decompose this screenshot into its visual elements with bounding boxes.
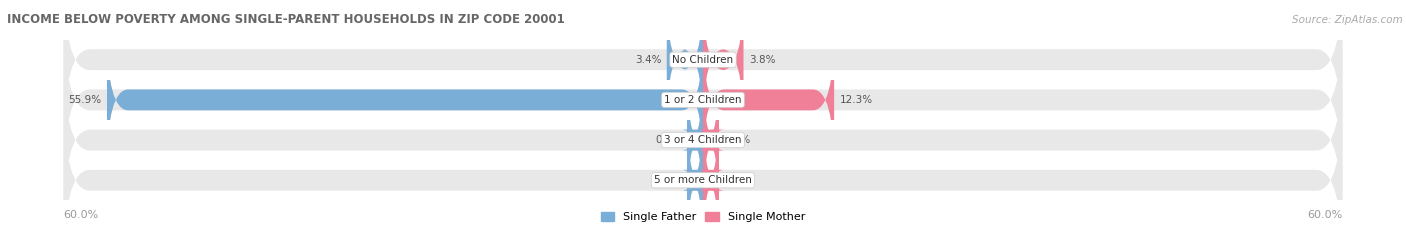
Text: 0.0%: 0.0% xyxy=(655,175,682,185)
FancyBboxPatch shape xyxy=(697,110,724,233)
FancyBboxPatch shape xyxy=(666,0,703,130)
FancyBboxPatch shape xyxy=(63,10,1343,190)
Text: Source: ZipAtlas.com: Source: ZipAtlas.com xyxy=(1292,15,1403,25)
Text: 0.0%: 0.0% xyxy=(724,175,751,185)
FancyBboxPatch shape xyxy=(703,30,834,170)
Text: 55.9%: 55.9% xyxy=(69,95,101,105)
Text: 60.0%: 60.0% xyxy=(63,210,98,220)
Text: 0.0%: 0.0% xyxy=(655,135,682,145)
Text: 5 or more Children: 5 or more Children xyxy=(654,175,752,185)
FancyBboxPatch shape xyxy=(682,70,709,210)
Legend: Single Father, Single Mother: Single Father, Single Mother xyxy=(596,208,810,227)
Text: 1 or 2 Children: 1 or 2 Children xyxy=(664,95,742,105)
Text: 60.0%: 60.0% xyxy=(1308,210,1343,220)
FancyBboxPatch shape xyxy=(682,110,709,233)
Text: 3.8%: 3.8% xyxy=(749,55,775,65)
Text: INCOME BELOW POVERTY AMONG SINGLE-PARENT HOUSEHOLDS IN ZIP CODE 20001: INCOME BELOW POVERTY AMONG SINGLE-PARENT… xyxy=(7,13,565,26)
Text: 3.4%: 3.4% xyxy=(636,55,661,65)
Text: 3 or 4 Children: 3 or 4 Children xyxy=(664,135,742,145)
Text: 12.3%: 12.3% xyxy=(839,95,873,105)
FancyBboxPatch shape xyxy=(703,0,744,130)
FancyBboxPatch shape xyxy=(63,90,1343,233)
Text: No Children: No Children xyxy=(672,55,734,65)
FancyBboxPatch shape xyxy=(63,50,1343,230)
FancyBboxPatch shape xyxy=(63,0,1343,150)
FancyBboxPatch shape xyxy=(697,70,724,210)
Text: 0.0%: 0.0% xyxy=(724,135,751,145)
FancyBboxPatch shape xyxy=(107,30,703,170)
